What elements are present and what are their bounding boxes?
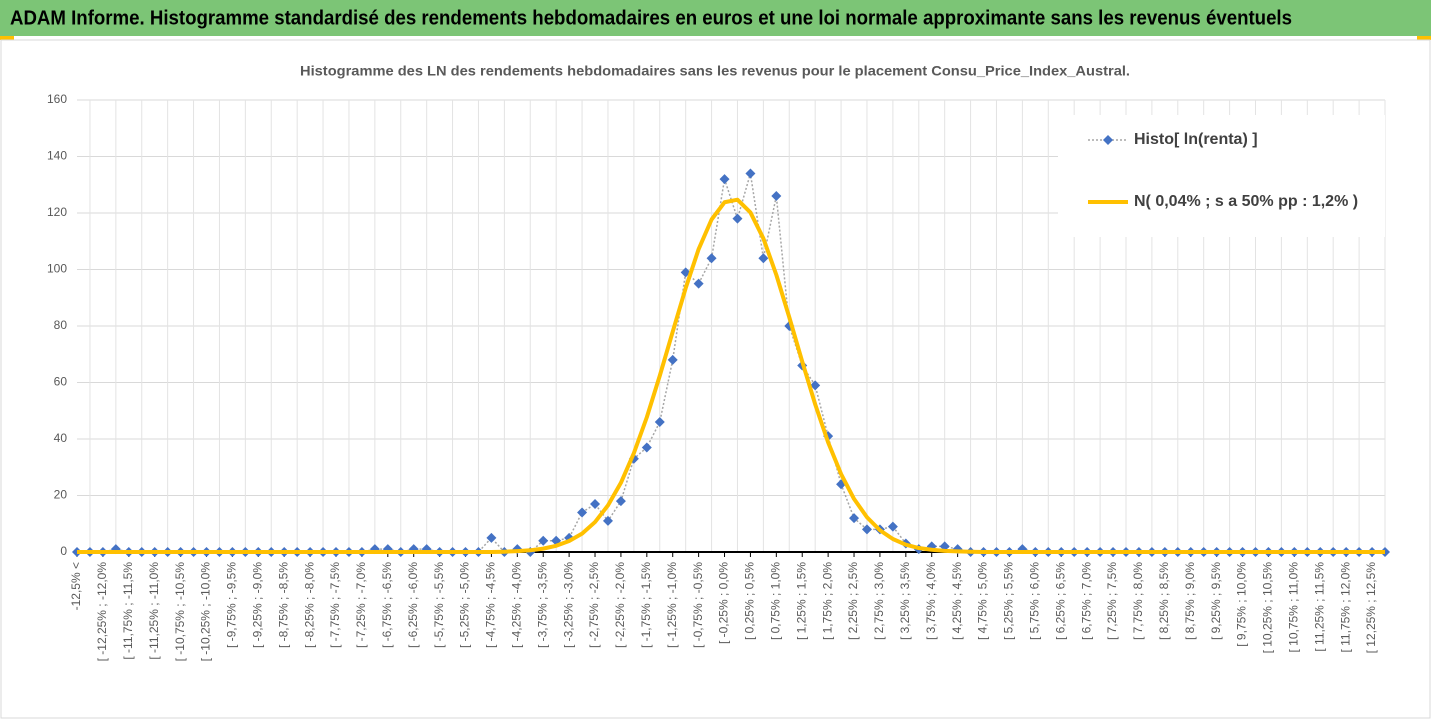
x-tick-label: [ -11,75% ; -11,5% (121, 562, 135, 660)
chart-title: Histogramme des LN des rendements hebdom… (300, 63, 1130, 79)
x-tick-label: [ -1,75% ; -1,5% (639, 562, 653, 648)
x-tick-label: [ 0,25% ; 0,5% (743, 562, 757, 640)
x-tick-label: [ 6,75% ; 7,0% (1079, 562, 1093, 640)
x-tick-label: [ 9,75% ; 10,0% (1235, 562, 1249, 647)
x-tick-label: [ -7,75% ; -7,5% (328, 562, 342, 648)
y-tick-label: 20 (54, 488, 68, 502)
x-tick-label: [ 7,25% ; 7,5% (1105, 562, 1119, 640)
x-tick-label: [ 5,25% ; 5,5% (1002, 562, 1016, 640)
legend-box (1058, 115, 1385, 237)
x-tick-label: [ 4,25% ; 4,5% (950, 562, 964, 640)
marker (654, 417, 665, 428)
header-banner (0, 0, 1431, 36)
marker (745, 168, 756, 179)
marker (849, 513, 860, 524)
x-tick-label: [ -5,75% ; -5,5% (432, 562, 446, 648)
x-tick-label: [ -2,25% ; -2,0% (613, 562, 627, 648)
x-tick-label: [ -10,25% ; -10,0% (199, 562, 213, 662)
chart-frame (0, 39, 1431, 719)
y-tick-label: 160 (47, 92, 67, 106)
x-tick-label: [ 10,25% ; 10,5% (1261, 562, 1275, 654)
x-tick-label: [ -0,75% ; -0,5% (691, 562, 705, 648)
marker (758, 253, 769, 264)
legend: Histo[ ln(renta) ] N( 0,04% ; s a 50% pp … (1058, 115, 1385, 237)
y-tick-label: 40 (54, 431, 68, 445)
y-tick-label: 120 (47, 205, 67, 219)
x-tick-label: [ -1,25% ; -1,0% (665, 562, 679, 648)
x-tick-label: [ 7,75% ; 8,0% (1131, 562, 1145, 640)
x-tick-label: [ -6,25% ; -6,0% (406, 562, 420, 648)
marker (538, 535, 549, 546)
x-tick-label: [ 10,75% ; 11,0% (1287, 562, 1301, 653)
x-tick-label: [ -8,75% ; -8,5% (276, 562, 290, 648)
marker (641, 442, 652, 453)
x-tick-label: [ -0,25% ; 0,0% (717, 562, 731, 644)
x-tick-label: [ -7,25% ; -7,0% (354, 562, 368, 648)
x-tick-label: [ 3,25% ; 3,5% (898, 562, 912, 640)
x-tick-label: [ -10,75% ; -10,5% (173, 562, 187, 662)
x-tick-label: [ -3,75% ; -3,5% (535, 562, 549, 648)
marker (486, 532, 497, 543)
x-tick-label: [ -5,25% ; -5,0% (458, 562, 472, 648)
marker (771, 191, 782, 202)
marker (693, 278, 704, 289)
page-title: ADAM Informe. Histogramme standardisé de… (10, 7, 1292, 29)
x-tick-label: [ -3,25% ; -3,0% (561, 562, 575, 648)
plot (72, 168, 1390, 557)
x-tick-label: [ -8,25% ; -8,0% (302, 562, 316, 648)
y-tick-label: 100 (47, 262, 67, 276)
x-tick-label: [ 9,25% ; 9,5% (1209, 562, 1223, 640)
marker (602, 515, 613, 526)
x-tick-label: -12,5% < (69, 562, 83, 610)
x-tick-label: [ -11,25% ; -11,0% (147, 562, 161, 660)
marker (861, 524, 872, 535)
x-tick-label: [ 8,75% ; 9,0% (1183, 562, 1197, 640)
x-tick-label: [ 5,75% ; 6,0% (1028, 562, 1042, 640)
marker (719, 174, 730, 185)
x-tick-label: [ 2,25% ; 2,5% (846, 562, 860, 640)
y-tick-label: 140 (47, 149, 67, 163)
x-tick-label: [ 1,25% ; 1,5% (794, 562, 808, 640)
x-tick-label: [ 1,75% ; 2,0% (820, 562, 834, 640)
marker (667, 354, 678, 365)
y-tick-label: 0 (60, 544, 67, 558)
legend-label: Histo[ ln(renta) ] (1134, 131, 1258, 148)
marker (810, 380, 821, 391)
x-tick-label: [ 0,75% ; 1,0% (768, 562, 782, 640)
x-tick-label: [ 11,25% ; 11,5% (1312, 562, 1326, 652)
y-tick-label: 60 (54, 375, 68, 389)
x-tick-label: [ -4,25% ; -4,0% (509, 562, 523, 648)
marker (615, 496, 626, 507)
x-tick-label: [ -2,75% ; -2,5% (587, 562, 601, 648)
x-tick-label: [ 8,25% ; 8,5% (1157, 562, 1171, 640)
series-line (77, 197, 1385, 554)
marker (706, 253, 717, 264)
y-tick-label: 80 (54, 318, 68, 332)
x-tick-label: [ 2,75% ; 3,0% (872, 562, 886, 640)
x-tick-label: [ -9,25% ; -9,0% (250, 562, 264, 648)
marker (732, 213, 743, 224)
legend-label: N( 0,04% ; s a 50% pp : 1,2% ) (1134, 193, 1358, 210)
marker (577, 507, 588, 518)
marker (887, 521, 898, 532)
header-accent (1417, 36, 1431, 40)
x-tick-label: [ 11,75% ; 12,0% (1338, 562, 1352, 653)
x-tick-label: [ 4,75% ; 5,0% (976, 562, 990, 640)
x-tick-label: [ -9,75% ; -9,5% (225, 562, 239, 648)
x-tick-label: [ -4,75% ; -4,5% (484, 562, 498, 648)
header-accent (0, 36, 14, 40)
marker (590, 498, 601, 509)
x-tick-label: [ -6,75% ; -6,5% (380, 562, 394, 648)
x-tick-label: [ 12,25% ; 12,5% (1364, 562, 1378, 654)
x-tick-label: [ -12,25% ; -12,0% (95, 562, 109, 662)
legend-marker (1103, 135, 1113, 145)
x-tick-label: [ 6,25% ; 6,5% (1053, 562, 1067, 640)
x-tick-label: [ 3,75% ; 4,0% (924, 562, 938, 640)
